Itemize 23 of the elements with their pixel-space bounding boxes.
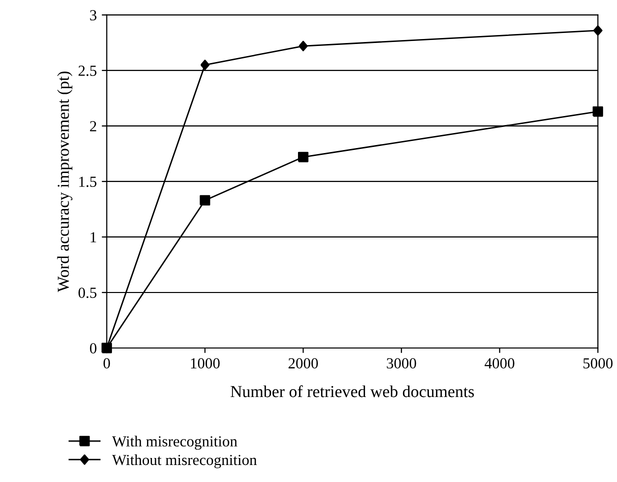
point	[593, 25, 602, 36]
y-tick-label: 3	[90, 10, 96, 20]
point	[298, 152, 308, 162]
y-axis-title: Word accuracy improvement (pt)	[57, 72, 72, 292]
point	[592, 106, 604, 117]
x-tick-label: 4000	[484, 358, 514, 368]
y-tick-label: 2.5	[78, 66, 96, 76]
x-axis-title: Number of retrieved web documents	[230, 385, 474, 398]
x-tick-label: 0	[104, 358, 110, 368]
x-tick-label: 5000	[583, 358, 613, 368]
y-tick-label: 2	[90, 121, 96, 132]
point	[200, 60, 210, 70]
x-tick-label: 1000	[191, 358, 220, 368]
x-tick-label: 2000	[288, 358, 318, 368]
y-tick-label: 0.5	[78, 288, 96, 298]
y-tick-label: 1.5	[79, 176, 96, 187]
y-tick-label: 1	[90, 232, 96, 242]
legend-label: Without misrecognition	[112, 454, 257, 468]
point	[298, 40, 308, 52]
x-tick-label: 3000	[386, 358, 416, 368]
point	[200, 195, 210, 206]
y-tick-label: 0	[90, 343, 96, 354]
legend-label: With misrecognition	[112, 436, 238, 450]
